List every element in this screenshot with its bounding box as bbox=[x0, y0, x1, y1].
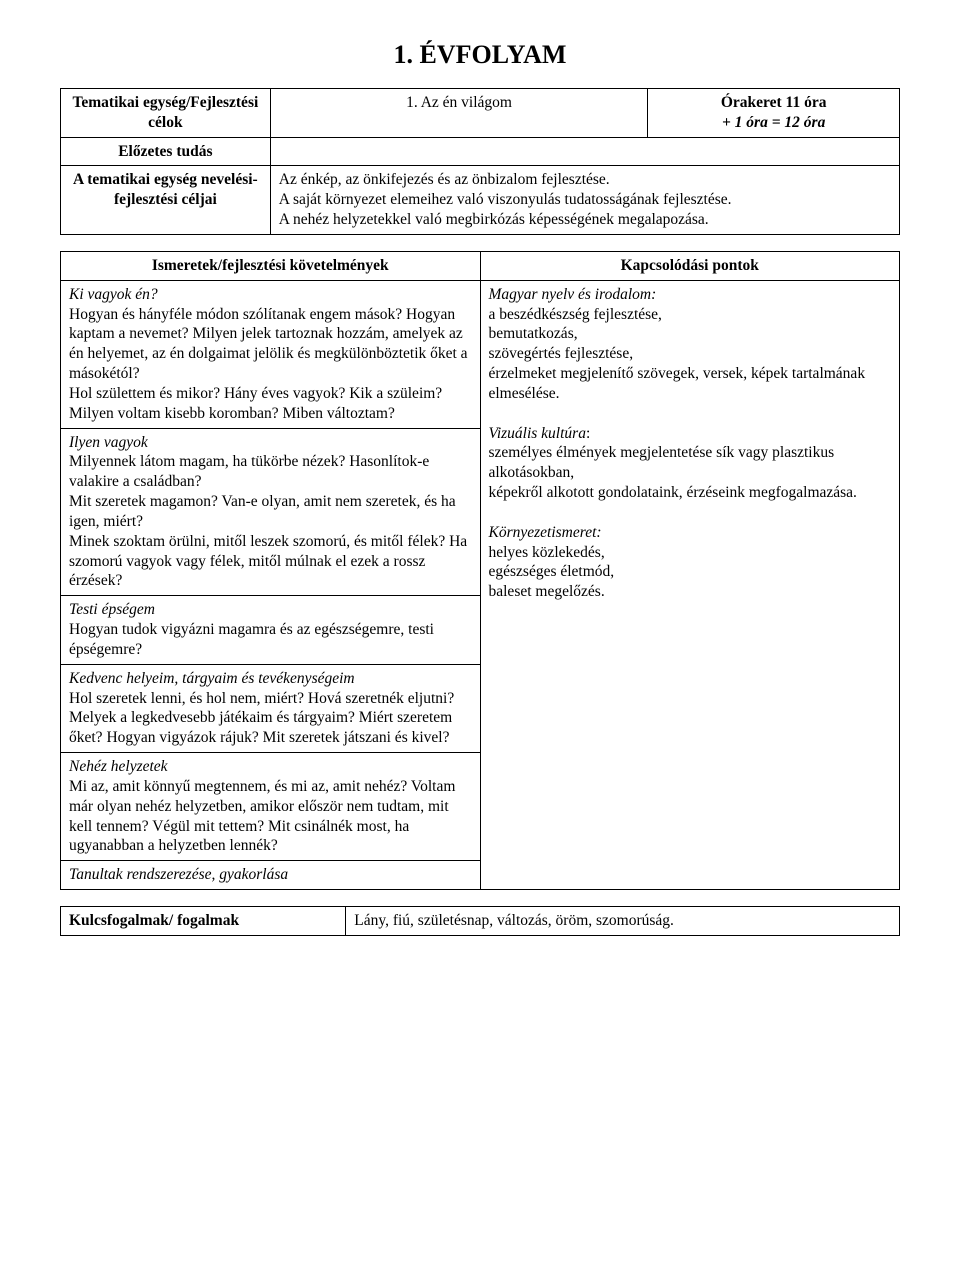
header-cell-prior-knowledge-label: Előzetes tudás bbox=[61, 137, 271, 166]
goals-line3: A nehéz helyzetekkel való megbirkózás ké… bbox=[279, 211, 709, 228]
left-s5-body: Mi az, amit könnyű megtennem, és mi az, … bbox=[69, 778, 455, 854]
header-table: Tematikai egység/Fejlesztési célok 1. Az… bbox=[60, 88, 900, 235]
time-line1: Órakeret 11 óra bbox=[721, 94, 827, 111]
right-cell: Magyar nyelv és irodalom: a beszédkészsé… bbox=[480, 280, 900, 889]
header-cell-goals-value: Az énkép, az önkifejezés és az önbizalom… bbox=[270, 166, 899, 234]
time-line2: + 1 óra = 12 óra bbox=[722, 114, 825, 131]
goals-line2: A saját környezet elemeihez való viszony… bbox=[279, 191, 732, 208]
footer-table: Kulcsfogalmak/ fogalmak Lány, fiú, szüle… bbox=[60, 906, 900, 936]
left-s2-title: Ilyen vagyok bbox=[69, 434, 148, 451]
left-cell-2: Ilyen vagyok Milyennek látom magam, ha t… bbox=[61, 428, 481, 596]
header-cell-time: Órakeret 11 óra + 1 óra = 12 óra bbox=[648, 89, 900, 138]
goals-line1: Az énkép, az önkifejezés és az önbizalom… bbox=[279, 171, 610, 188]
left-s4-body: Hol szeretek lenni, és hol nem, miért? H… bbox=[69, 690, 454, 747]
left-cell-6: Tanultak rendszerezése, gyakorlása bbox=[61, 861, 481, 890]
left-s1-body: Hogyan és hányféle módon szólítanak enge… bbox=[69, 306, 468, 422]
main-header-right: Kapcsolódási pontok bbox=[480, 251, 900, 280]
left-s2-body: Milyennek látom magam, ha tükörbe nézek?… bbox=[69, 453, 467, 589]
left-s3-body: Hogyan tudok vigyázni magamra és az egés… bbox=[69, 621, 434, 658]
left-s1-title: Ki vagyok én? bbox=[69, 286, 158, 303]
left-cell-5: Nehéz helyzetek Mi az, amit könnyű megte… bbox=[61, 753, 481, 861]
right-p3-title: Környezetismeret: bbox=[489, 524, 602, 541]
header-cell-prior-knowledge-value bbox=[270, 137, 899, 166]
header-cell-topic-unit: Tematikai egység/Fejlesztési célok bbox=[61, 89, 271, 138]
left-cell-3: Testi épségem Hogyan tudok vigyázni maga… bbox=[61, 596, 481, 664]
keywords-label: Kulcsfogalmak/ fogalmak bbox=[61, 906, 346, 935]
left-s3-title: Testi épségem bbox=[69, 601, 155, 618]
left-s5-title: Nehéz helyzetek bbox=[69, 758, 168, 775]
left-cell-1: Ki vagyok én? Hogyan és hányféle módon s… bbox=[61, 280, 481, 428]
page-title: 1. ÉVFOLYAM bbox=[60, 40, 900, 70]
main-header-left: Ismeretek/fejlesztési követelmények bbox=[61, 251, 481, 280]
header-cell-topic-name: 1. Az én világom bbox=[270, 89, 648, 138]
left-s6-title: Tanultak rendszerezése, gyakorlása bbox=[69, 866, 288, 883]
right-p2-title: Vizuális kultúra bbox=[489, 425, 586, 442]
left-s4-title: Kedvenc helyeim, tárgyaim és tevékenység… bbox=[69, 670, 355, 687]
right-p1-title: Magyar nyelv és irodalom: bbox=[489, 286, 657, 303]
right-p3-body: helyes közlekedés, egészséges életmód, b… bbox=[489, 544, 615, 601]
right-p1-body: a beszédkészség fejlesztése, bemutatkozá… bbox=[489, 306, 866, 402]
keywords-value: Lány, fiú, születésnap, változás, öröm, … bbox=[346, 906, 900, 935]
header-cell-goals-label: A tematikai egység nevelési-fejlesztési … bbox=[61, 166, 271, 234]
main-table: Ismeretek/fejlesztési követelmények Kapc… bbox=[60, 251, 900, 890]
left-cell-4: Kedvenc helyeim, tárgyaim és tevékenység… bbox=[61, 664, 481, 752]
